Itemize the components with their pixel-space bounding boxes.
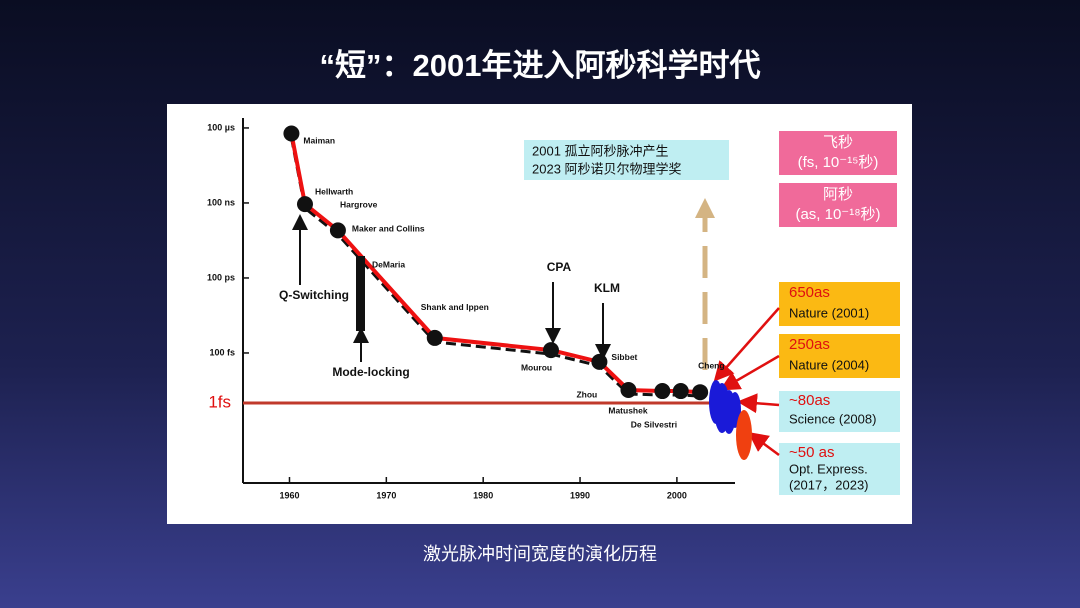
record-box <box>779 443 900 495</box>
fs-sub: (fs, 10⁻¹⁵秒) <box>798 154 879 171</box>
trend-dashed <box>289 137 701 398</box>
annotation: Hargrove <box>340 199 378 209</box>
point-label: Hellwarth <box>315 186 353 196</box>
data-point <box>620 382 637 399</box>
data-point <box>283 125 300 142</box>
annotation: Mode-locking <box>332 365 409 379</box>
record-box <box>779 282 900 326</box>
fs-box <box>779 131 897 175</box>
data-point <box>296 196 313 213</box>
as-label: 阿秒 <box>823 186 853 203</box>
record-value: ~80as <box>789 392 830 409</box>
as-box <box>779 183 897 227</box>
y-tick-label: 100 ns <box>207 197 235 207</box>
point-label: Matushek <box>608 405 647 415</box>
y-tick-label: 1fs <box>208 392 231 411</box>
dashed-arrow-head <box>695 198 715 218</box>
point-label: Shank and Ippen <box>421 302 489 312</box>
annotation: Q-Switching <box>279 288 349 302</box>
x-tick-label: 1990 <box>570 490 590 500</box>
x-tick-label: 1980 <box>473 490 493 500</box>
record-source: Science (2008) <box>789 411 876 426</box>
point-label: Maiman <box>303 136 335 146</box>
point-label: Cheng <box>698 360 724 370</box>
mode-locking-bar <box>356 256 365 331</box>
x-tick-label: 2000 <box>667 490 687 500</box>
data-point <box>672 383 689 400</box>
point-label: Mourou <box>521 362 552 372</box>
x-tick-label: 1970 <box>376 490 396 500</box>
record-value: 250as <box>789 336 830 353</box>
y-tick-label: 100 µs <box>207 122 235 132</box>
fs-label: 飞秒 <box>823 134 853 151</box>
data-point <box>542 342 559 359</box>
point-label: Maker and Collins <box>352 224 425 234</box>
data-point <box>654 383 671 400</box>
point-label: De Silvestri <box>631 419 677 429</box>
data-point <box>426 329 443 346</box>
y-tick-label: 100 fs <box>209 347 235 357</box>
inset-box <box>524 140 729 180</box>
point-label: Zhou <box>576 389 597 399</box>
slide-title: “短”：2001年进入阿秒科学时代 <box>320 48 761 83</box>
record-box <box>779 391 900 432</box>
record-value: 650as <box>789 284 830 301</box>
caption: 激光脉冲时间宽度的演化历程 <box>423 544 657 564</box>
record-box <box>779 334 900 378</box>
record-source: Nature (2001) <box>789 305 869 320</box>
record-value: ~50 as <box>789 444 834 461</box>
inset-text: 2023 阿秒诺贝尔物理学奖 <box>532 161 682 176</box>
record-arrows <box>713 307 780 457</box>
data-point <box>692 384 709 401</box>
data-point <box>591 353 608 370</box>
trend-line <box>289 133 701 395</box>
as-sub: (as, 10⁻¹⁸秒) <box>795 206 880 223</box>
record-source: Nature (2004) <box>789 357 869 372</box>
annotation: CPA <box>547 260 572 274</box>
data-point <box>329 222 346 239</box>
inset-text: 2001 孤立阿秒脉冲产生 <box>532 143 669 158</box>
x-tick-label: 1960 <box>279 490 299 500</box>
attosecond-pulse <box>736 410 752 460</box>
plot: 100 µs 100 ns 100 ps 100 fs 1fs 1960 1970 1980 1… <box>207 118 752 500</box>
record-source: Opt. Express. <box>789 461 868 476</box>
record-years: (2017，2023) <box>789 477 869 492</box>
point-label: Sibbet <box>611 352 637 362</box>
annotation: DeMaria <box>372 259 405 269</box>
annotation: KLM <box>594 281 620 295</box>
y-tick-label: 100 ps <box>207 272 235 282</box>
